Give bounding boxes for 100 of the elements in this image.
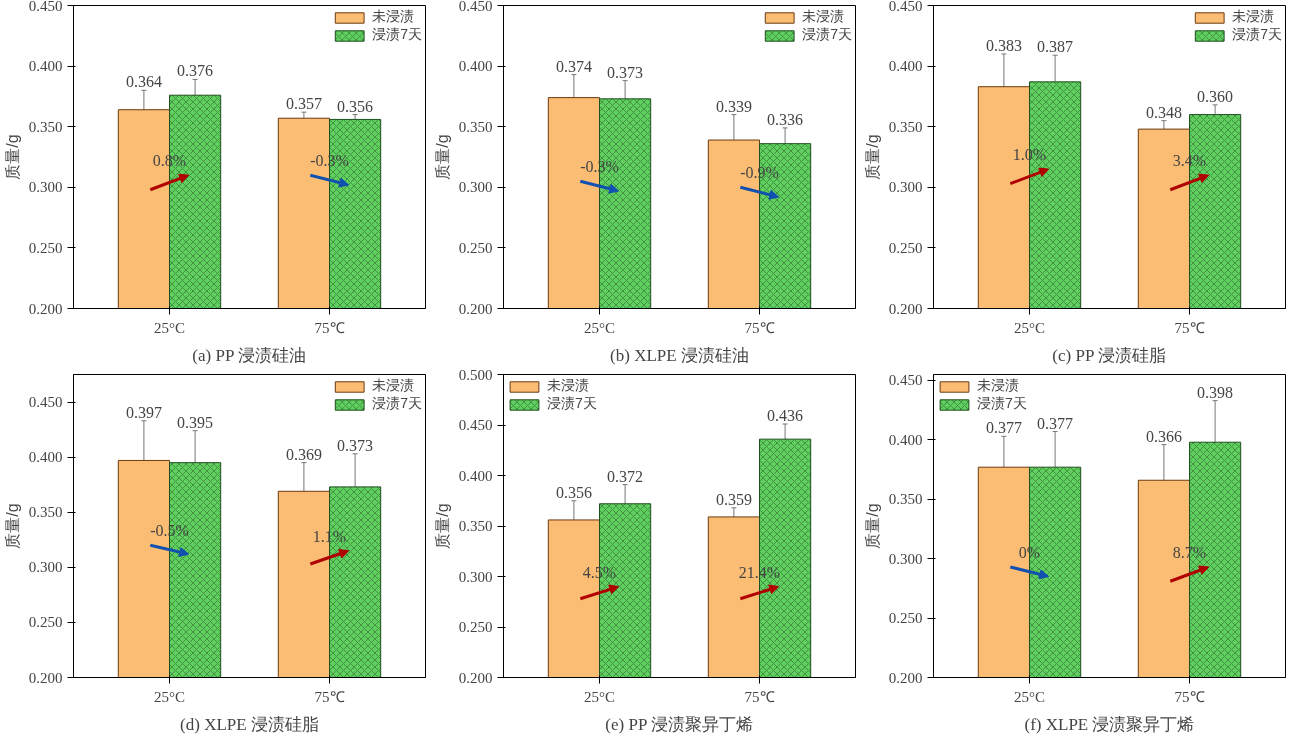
text: (c) PP 浸渍硅脂: [1052, 345, 1167, 365]
y-axis-title: 质量/g: [3, 503, 21, 549]
y-tick-label: 0.200: [28, 669, 63, 686]
annotation: 1.0%: [1012, 146, 1047, 164]
y-tick-label: 0.200: [458, 669, 493, 686]
legend-label: 未浸渍: [1232, 8, 1275, 26]
y-tick-label: 0.400: [458, 467, 493, 484]
legend-label: 浸渍7天: [977, 395, 1027, 413]
y-tick-label: 0.500: [458, 366, 493, 383]
legend-label: 未浸渍: [372, 377, 415, 395]
legend-label: 浸渍7天: [1232, 26, 1282, 44]
data-label: 0.366: [1145, 427, 1182, 445]
annotation: -0.3%: [310, 152, 349, 170]
data-label: 0.377: [1037, 414, 1074, 432]
x-tick-label: 75℃: [744, 319, 775, 336]
annotation: 8.7%: [1172, 543, 1207, 561]
y-tick-label: 0.350: [458, 118, 493, 135]
text: (a) PP 浸渍硅油: [192, 345, 307, 365]
data-label: 0.397: [125, 403, 162, 421]
data-label: 0.372: [607, 467, 644, 485]
annotation: -0.5%: [150, 522, 189, 540]
x-tick-label: 25°C: [584, 688, 616, 705]
legend-label: 浸渍7天: [372, 26, 422, 44]
legend-label: 未浸渍: [977, 377, 1019, 395]
y-axis-title: 质量/g: [433, 503, 451, 549]
y-tick-label: 0.300: [458, 179, 493, 196]
y-tick-label: 0.450: [28, 0, 63, 14]
x-tick-label: 25°C: [154, 688, 186, 705]
x-tick-label: 75℃: [314, 319, 345, 336]
annotation: 0.8%: [152, 152, 187, 170]
y-tick-label: 0.300: [458, 568, 493, 585]
x-tick-label: 25°C: [154, 319, 186, 336]
x-tick-label: 25°C: [584, 319, 616, 336]
y-tick-label: 0.250: [888, 239, 923, 256]
legend-label: 浸渍7天: [372, 395, 422, 413]
y-tick-label: 0.350: [28, 504, 63, 521]
data-label: 0.398: [1197, 383, 1234, 401]
annotation: 0%: [1018, 543, 1041, 561]
legend-label: 未浸渍: [802, 8, 845, 26]
y-tick-label: 0.400: [28, 449, 63, 466]
y-tick-label: 0.400: [458, 58, 493, 75]
y-tick-label: 0.450: [888, 372, 923, 389]
y-tick-label: 0.300: [888, 179, 923, 196]
y-tick-label: 0.250: [28, 239, 63, 256]
x-tick-label: 75℃: [1174, 688, 1205, 705]
y-axis-title: 质量/g: [863, 134, 881, 180]
y-tick-label: 0.200: [28, 300, 63, 317]
annotation: 3.4%: [1172, 152, 1207, 170]
y-tick-label: 0.250: [888, 610, 923, 627]
legend-label: 浸渍7天: [547, 395, 597, 413]
x-tick-label: 75℃: [314, 688, 345, 705]
data-label: 0.369: [285, 445, 322, 463]
y-tick-label: 0.450: [888, 0, 923, 14]
annotation: -0.3%: [580, 158, 619, 176]
y-tick-label: 0.200: [888, 300, 923, 317]
legend-label: 浸渍7天: [802, 26, 852, 44]
y-tick-label: 0.250: [458, 619, 493, 635]
data-label: 0.395: [177, 413, 214, 431]
annotation: 21.4%: [738, 563, 781, 581]
data-label: 0.357: [285, 95, 322, 113]
annotation: -0.9%: [740, 164, 779, 182]
y-tick-label: 0.300: [28, 559, 63, 576]
y-tick-label: 0.400: [888, 431, 923, 448]
y-tick-label: 0.350: [458, 518, 493, 534]
y-tick-label: 0.350: [888, 118, 923, 135]
data-label: 0.387: [1037, 38, 1074, 56]
data-label: 0.360: [1197, 87, 1234, 105]
data-label: 0.336: [767, 110, 804, 128]
y-axis-title: 质量/g: [863, 503, 881, 549]
text: (f) XLPE 浸渍聚异丁烯: [1024, 714, 1195, 734]
data-label: 0.377: [985, 419, 1022, 437]
data-label: 0.373: [607, 63, 644, 81]
text: (e) PP 浸渍聚异丁烯: [605, 714, 754, 734]
x-tick-label: 25°C: [1014, 688, 1046, 705]
y-tick-label: 0.250: [458, 239, 493, 256]
annotation: 4.5%: [582, 563, 617, 581]
data-label: 0.359: [715, 490, 752, 508]
data-label: 0.356: [555, 483, 592, 501]
y-tick-label: 0.350: [888, 491, 923, 508]
data-label: 0.348: [1145, 103, 1182, 121]
data-label: 0.339: [715, 97, 752, 115]
y-tick-label: 0.450: [458, 0, 493, 14]
y-tick-label: 0.200: [458, 300, 493, 317]
y-tick-label: 0.350: [28, 118, 63, 135]
data-label: 0.376: [177, 62, 214, 80]
y-tick-label: 0.400: [28, 58, 63, 75]
data-label: 0.436: [767, 406, 804, 424]
y-tick-label: 0.200: [888, 669, 923, 686]
annotation: 1.1%: [312, 527, 347, 545]
y-tick-label: 0.450: [28, 394, 63, 411]
y-axis-title: 质量/g: [433, 134, 451, 180]
x-tick-label: 25°C: [1014, 319, 1046, 336]
y-tick-label: 0.450: [458, 417, 493, 433]
data-label: 0.356: [337, 97, 374, 115]
x-tick-label: 75℃: [744, 688, 775, 705]
legend-label: 未浸渍: [372, 8, 415, 26]
data-label: 0.373: [337, 436, 374, 454]
y-axis-title: 质量/g: [3, 134, 21, 180]
y-tick-label: 0.300: [888, 550, 923, 567]
y-tick-label: 0.300: [28, 179, 63, 196]
